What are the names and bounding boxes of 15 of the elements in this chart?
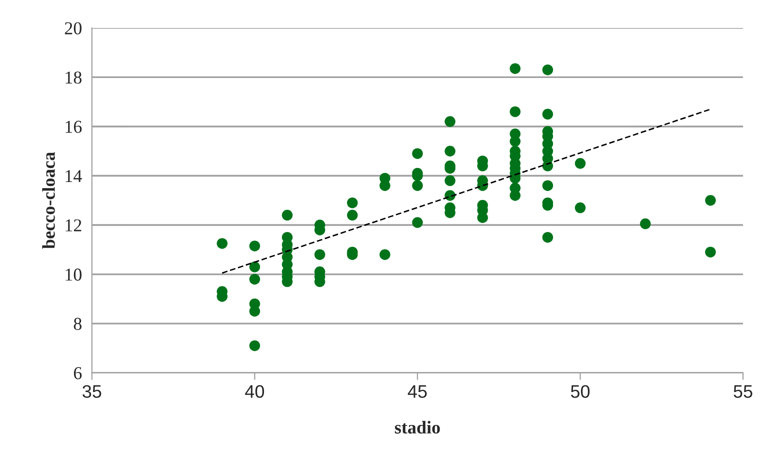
x-tick-label: 50 [570,385,590,398]
y-tick-label: 14 [66,170,82,182]
x-tick-label: 40 [245,385,264,398]
y-tick-label: 16 [66,120,82,133]
x-tick-label: 45 [408,385,427,398]
y-tick-label: 10 [66,268,82,281]
x-tick-label: 35 [82,385,102,398]
y-tick-label: 8 [74,318,82,330]
x-axis-title: stadio [394,420,440,434]
y-axis-title: becco-cloaca [42,152,55,249]
y-tick-label: 6 [74,367,82,380]
y-tick-label: 20 [64,22,82,34]
y-tick-label: 12 [66,219,82,232]
x-tick-label: 55 [734,385,752,398]
y-tick-label: 18 [66,71,82,84]
